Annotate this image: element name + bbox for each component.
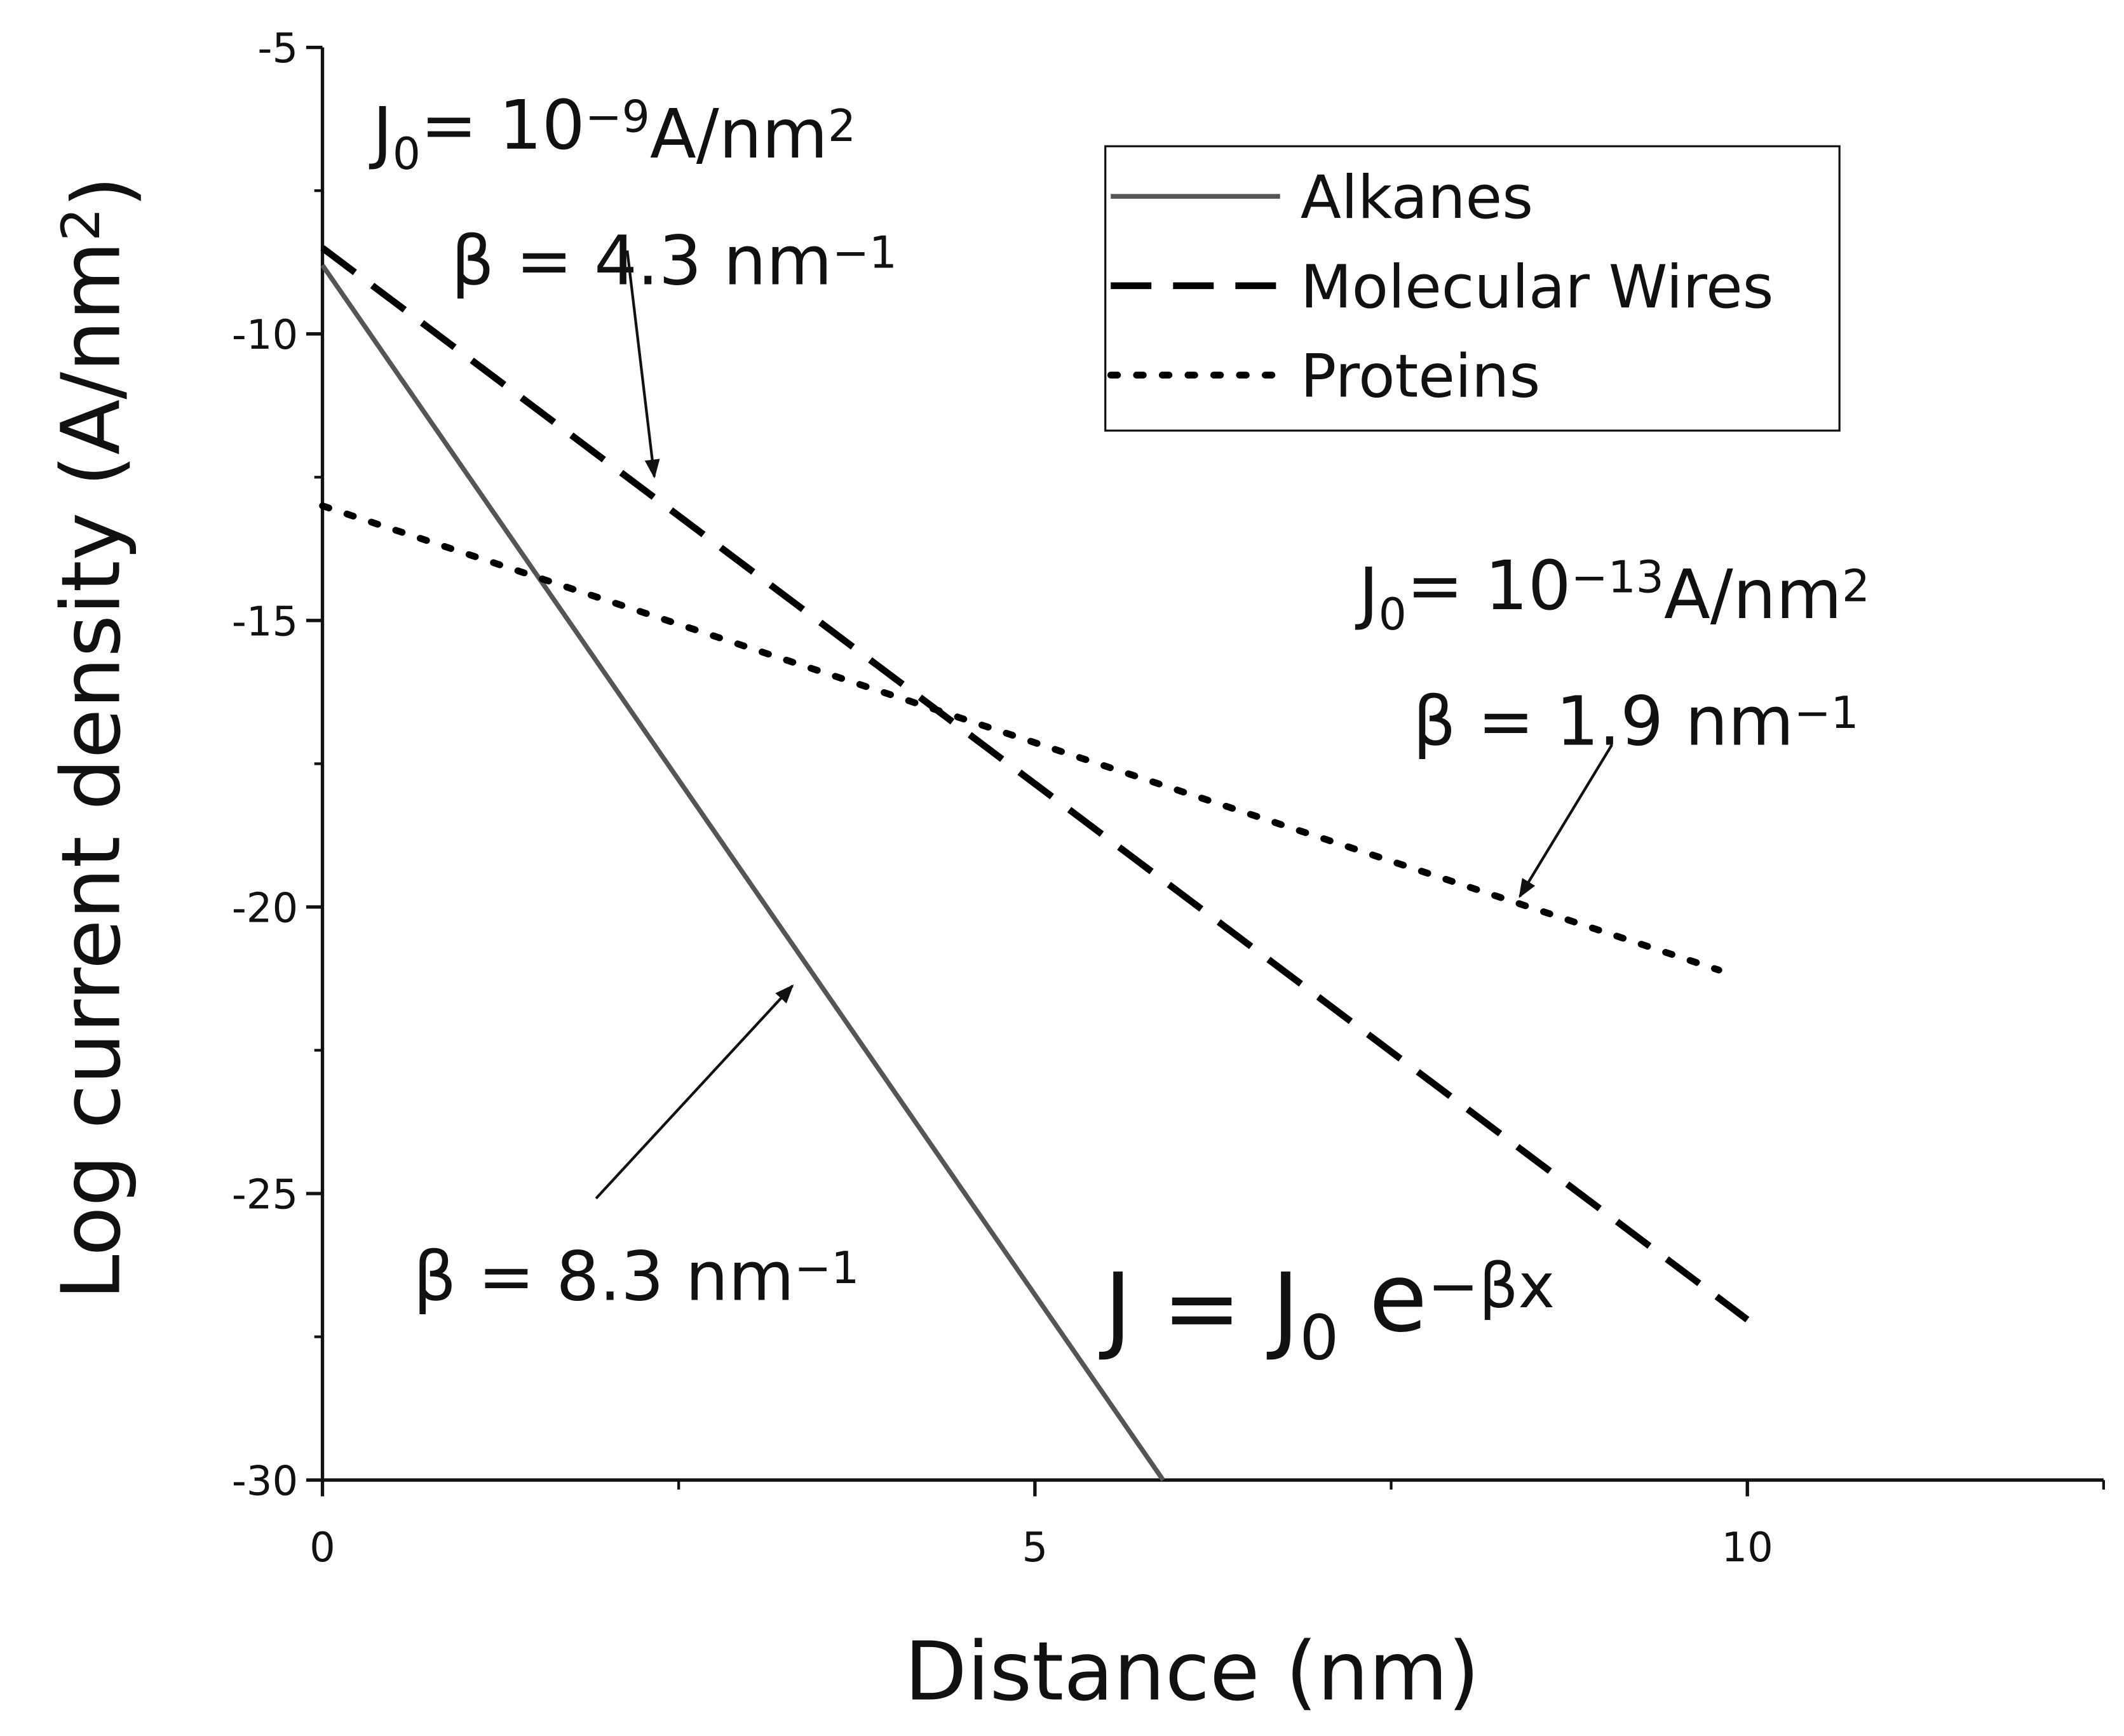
arrow bbox=[1519, 744, 1613, 898]
legend-label: Alkanes bbox=[1301, 163, 1533, 232]
text-segment: ) bbox=[55, 176, 150, 208]
legend-label: Molecular Wires bbox=[1301, 253, 1774, 322]
text-segment: 2 bbox=[828, 101, 856, 152]
text-segment: β = 8.3 nm bbox=[413, 1238, 794, 1317]
y-tick-label: -10 bbox=[232, 312, 298, 359]
legend-label: Proteins bbox=[1301, 342, 1541, 412]
text-segment: J bbox=[369, 93, 392, 172]
text-segment: J = J bbox=[1099, 1253, 1300, 1364]
x-tick-label: 5 bbox=[1022, 1524, 1048, 1571]
annotation: β = 1.9 nm−1 bbox=[1413, 683, 1859, 762]
text-segment: J bbox=[1355, 554, 1378, 633]
y-tick-label: -25 bbox=[232, 1171, 298, 1218]
y-tick-label: -30 bbox=[232, 1458, 298, 1505]
annotation: J0= 10−9A/nm2 bbox=[369, 86, 856, 180]
text-segment: −1 bbox=[1794, 688, 1858, 739]
x-axis-title: Distance (nm) bbox=[905, 1624, 1480, 1719]
x-tick-label: 10 bbox=[1722, 1524, 1773, 1571]
text-segment: A/nm bbox=[650, 95, 828, 174]
annotation: J = J0 e−βx bbox=[1099, 1243, 1555, 1374]
text-segment: β = 4.3 nm bbox=[451, 222, 832, 301]
text-segment: A/nm bbox=[1664, 556, 1842, 635]
text-segment: −βx bbox=[1427, 1250, 1555, 1322]
annotation: β = 4.3 nm−1 bbox=[451, 222, 897, 301]
y-axis-title: Log current density (A/nm2) bbox=[44, 176, 150, 1300]
text-segment: 0 bbox=[1300, 1302, 1339, 1374]
text-segment: −1 bbox=[832, 227, 897, 278]
text-segment: 2 bbox=[50, 208, 112, 241]
arrow bbox=[595, 984, 794, 1200]
text-segment: 0 bbox=[1379, 589, 1407, 640]
text-segment: = 10 bbox=[1407, 547, 1571, 626]
y-tick-label: -20 bbox=[232, 885, 298, 932]
text-segment: 0 bbox=[393, 129, 421, 180]
arrow bbox=[626, 250, 660, 479]
text-segment: −1 bbox=[794, 1243, 859, 1294]
text-segment: e bbox=[1339, 1243, 1427, 1354]
series-line bbox=[320, 245, 1750, 1322]
text-segment: Log current density (A/nm bbox=[44, 241, 139, 1300]
y-tick-label: -15 bbox=[232, 598, 298, 645]
text-segment: −9 bbox=[585, 92, 650, 143]
text-segment: β = 1.9 nm bbox=[1413, 683, 1794, 762]
text-segment: 2 bbox=[1842, 562, 1870, 612]
annotation: J0= 10−13A/nm2 bbox=[1355, 547, 1870, 640]
x-tick-label: 0 bbox=[309, 1524, 335, 1571]
text-segment: −13 bbox=[1571, 552, 1664, 603]
series-line bbox=[320, 264, 1165, 1482]
annotation: β = 8.3 nm−1 bbox=[413, 1238, 859, 1317]
y-tick-label: -5 bbox=[257, 25, 298, 72]
text-segment: = 10 bbox=[421, 86, 585, 165]
legend-box bbox=[1104, 145, 1841, 432]
